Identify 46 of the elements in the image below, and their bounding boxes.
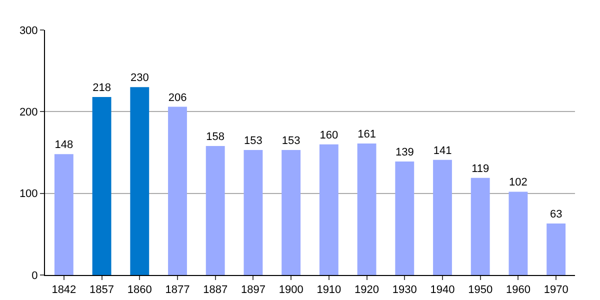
- data-label: 160: [320, 129, 338, 142]
- bar: [395, 161, 414, 275]
- bar: [92, 96, 112, 275]
- bar: [282, 150, 301, 275]
- x-tick-label: 1897: [240, 284, 266, 296]
- data-label: 153: [244, 135, 262, 148]
- x-tick-label: 1842: [52, 284, 76, 296]
- data-label: 102: [509, 176, 528, 189]
- data-label: 63: [550, 208, 562, 221]
- y-tick-label: 300: [19, 24, 38, 37]
- x-tick-label: 1877: [165, 284, 190, 296]
- bar: [357, 144, 376, 275]
- x-tick-label: 1940: [430, 284, 455, 296]
- x-tick-label: 1910: [316, 284, 342, 296]
- x-tick-label: 1887: [203, 284, 228, 296]
- data-label: 158: [206, 130, 225, 143]
- data-label: 218: [92, 82, 111, 94]
- bar: [546, 224, 566, 275]
- data-label: 230: [130, 72, 149, 84]
- y-tick-label: 200: [19, 106, 38, 119]
- y-tick-label: 0: [32, 270, 38, 282]
- data-label: 148: [54, 139, 74, 152]
- x-tick-label: 1860: [127, 284, 152, 296]
- data-label: 161: [358, 128, 376, 141]
- y-tick-label: 100: [19, 188, 38, 200]
- bar: [433, 160, 452, 275]
- x-tick-label: 1950: [468, 284, 493, 296]
- bar: [319, 144, 338, 275]
- data-label: 153: [282, 135, 300, 148]
- x-tick-label: 1900: [278, 284, 304, 296]
- bar: [168, 106, 187, 275]
- data-label: 119: [472, 162, 490, 175]
- x-tick-label: 1960: [506, 284, 530, 296]
- x-tick-label: 1930: [392, 284, 417, 296]
- bar: [54, 154, 74, 275]
- bar: [130, 87, 150, 275]
- bar: [508, 192, 528, 275]
- x-tick-label: 1857: [90, 284, 114, 296]
- data-label: 141: [433, 144, 452, 157]
- x-tick-label: 1920: [354, 284, 380, 296]
- bar: [470, 178, 490, 275]
- data-label: 206: [168, 92, 187, 104]
- x-tick-label: 1970: [544, 284, 568, 296]
- bar: [206, 146, 225, 275]
- data-label: 139: [395, 146, 414, 158]
- bar: [244, 150, 263, 275]
